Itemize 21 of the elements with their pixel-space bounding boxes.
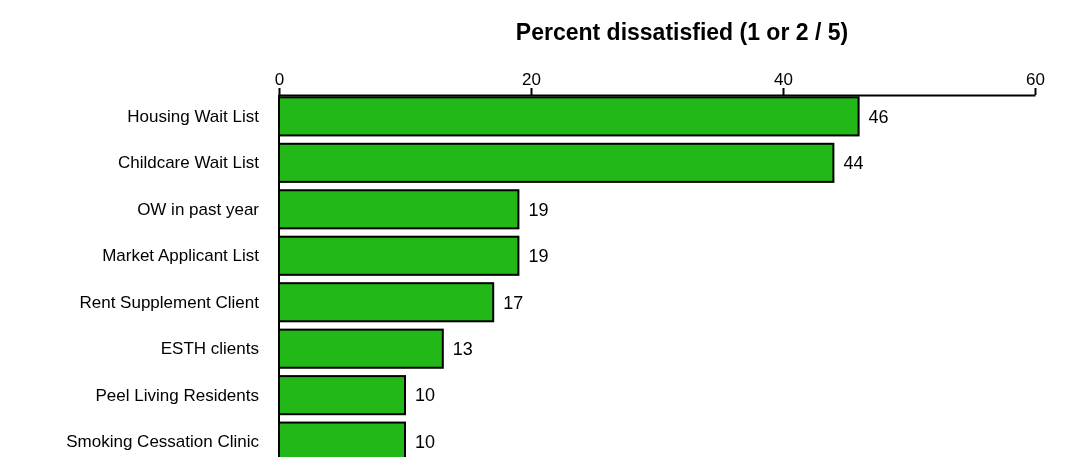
y-tick-label: Rent Supplement Client xyxy=(79,292,260,312)
y-tick-label: Housing Wait List xyxy=(127,106,260,126)
y-tick-label: Peel Living Residents xyxy=(95,385,259,405)
data-label: 10 xyxy=(415,385,436,406)
data-label: 10 xyxy=(415,431,436,452)
data-label: 17 xyxy=(503,292,524,313)
y-tick-label: Smoking Cessation Clinic xyxy=(66,432,260,452)
x-tick-label: 60 xyxy=(1026,70,1045,89)
chart-title: Percent dissatisfied (1 or 2 / 5) xyxy=(515,19,849,45)
x-tick-label: 20 xyxy=(522,70,541,89)
data-label: 19 xyxy=(528,199,549,220)
y-tick-label: Market Applicant List xyxy=(102,246,260,266)
x-tick-label: 0 xyxy=(274,70,285,89)
y-tick-label: Childcare Wait List xyxy=(117,153,260,173)
data-label: 13 xyxy=(452,339,473,359)
x-tick-label: 40 xyxy=(774,70,793,89)
data-label: 46 xyxy=(868,106,889,127)
y-tick-label: OW in past year xyxy=(137,199,260,219)
y-tick-label: ESTH clients xyxy=(160,339,259,359)
data-label: 19 xyxy=(528,246,549,267)
data-label: 44 xyxy=(843,153,864,174)
